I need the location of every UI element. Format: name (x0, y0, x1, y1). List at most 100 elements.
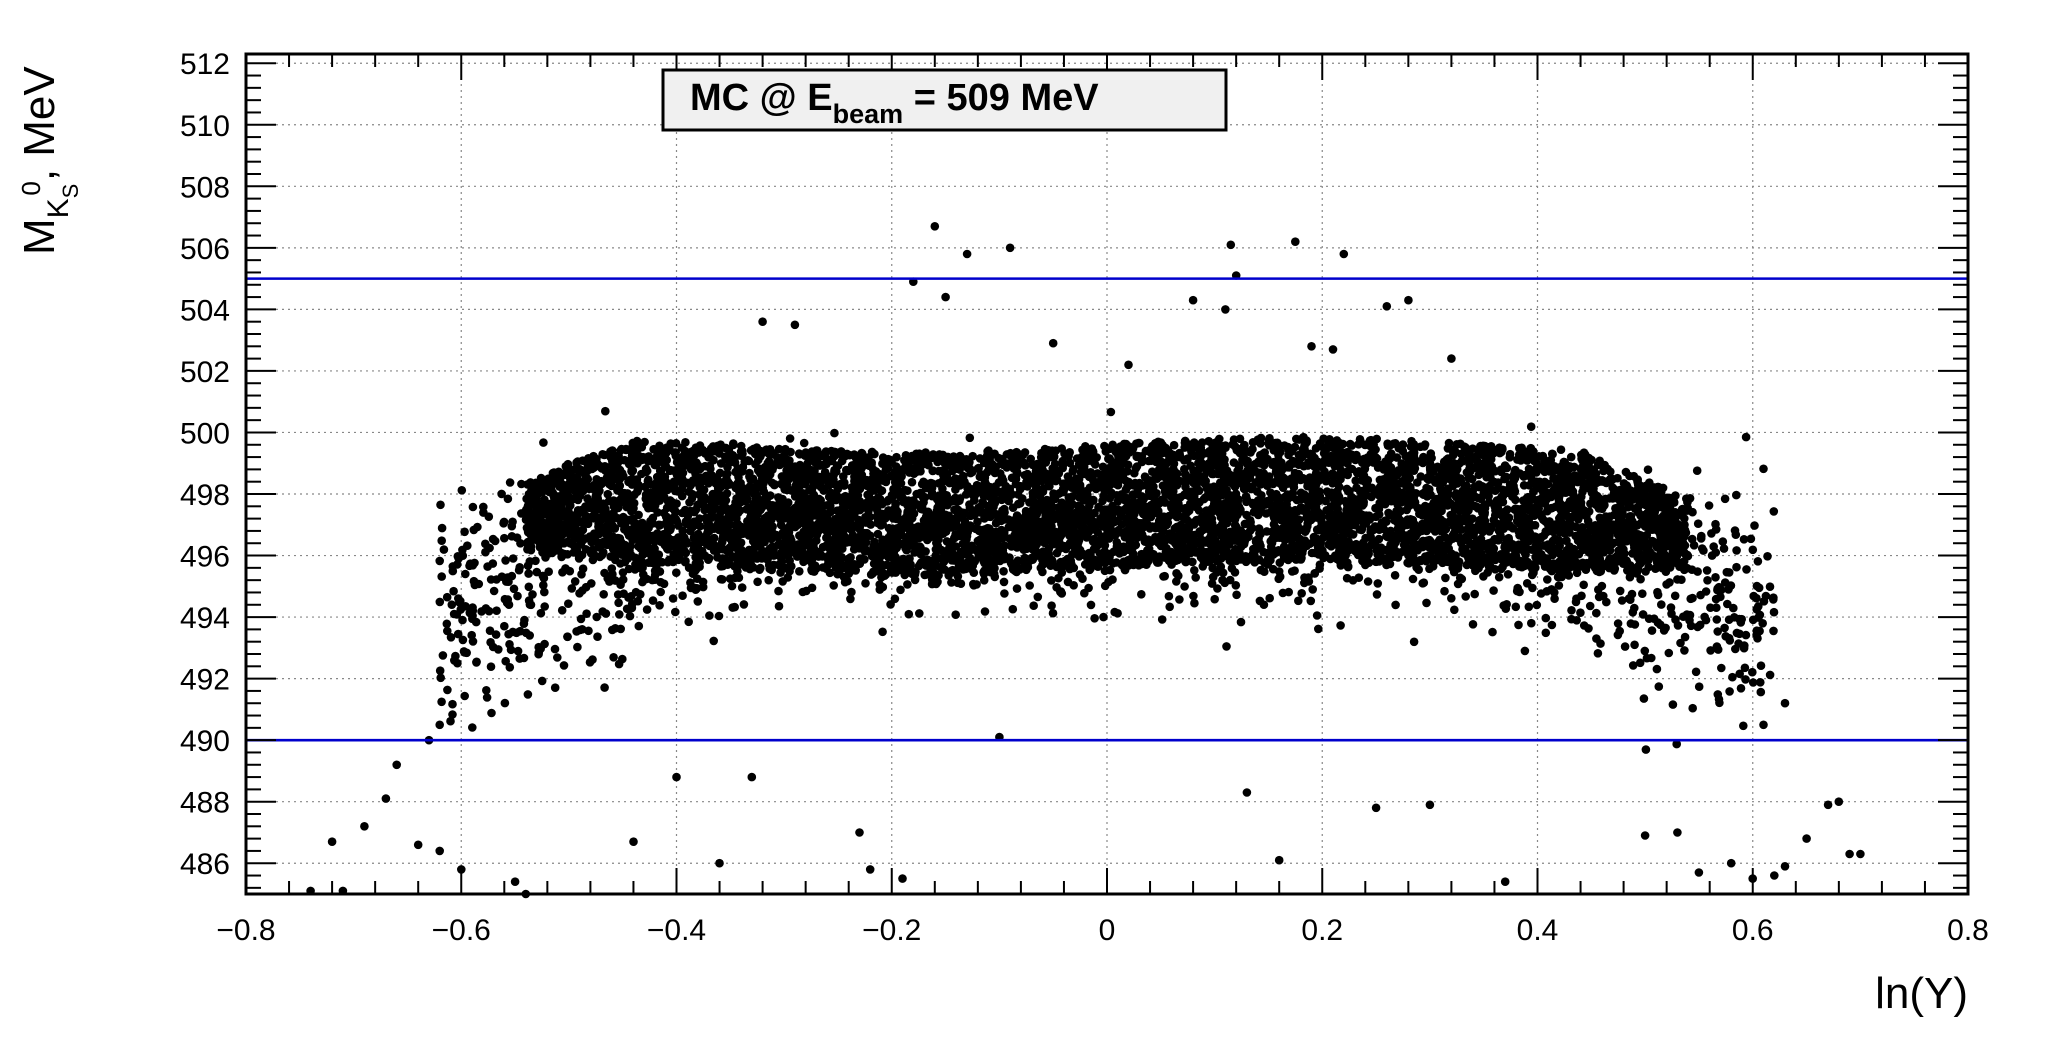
data-point (1391, 439, 1400, 448)
data-point (1416, 442, 1425, 452)
data-point (566, 501, 575, 510)
data-point (1333, 451, 1342, 460)
data-point (1330, 443, 1339, 452)
data-point (1150, 439, 1160, 448)
data-point (542, 520, 552, 529)
data-point (598, 450, 607, 459)
data-point (1350, 500, 1359, 509)
data-point (1467, 474, 1477, 484)
data-point (643, 452, 652, 462)
data-point (1012, 543, 1022, 552)
data-point (1202, 484, 1212, 493)
data-point (666, 465, 676, 475)
data-point (633, 444, 643, 453)
data-point (1183, 454, 1192, 463)
data-point (1141, 473, 1150, 482)
data-point (811, 458, 820, 468)
data-point (1576, 474, 1586, 484)
data-point (631, 451, 640, 460)
data-point (1549, 473, 1558, 483)
data-point (1113, 473, 1122, 482)
data-point (1087, 444, 1097, 453)
data-point (995, 469, 1005, 478)
data-point (1284, 445, 1293, 454)
data-point (1231, 544, 1240, 554)
data-point (735, 487, 744, 497)
data-point (744, 456, 754, 466)
data-point (1604, 556, 1614, 566)
data-point (1448, 450, 1458, 460)
data-point (1128, 490, 1138, 499)
data-point (1490, 477, 1499, 487)
data-point (710, 446, 720, 456)
data-point (659, 447, 669, 457)
data-point (1043, 445, 1053, 455)
data-point (1385, 510, 1394, 520)
data-point (1658, 483, 1668, 493)
data-point (1321, 476, 1331, 486)
data-point (1548, 449, 1557, 459)
data-point (1129, 560, 1138, 570)
data-point (957, 513, 967, 522)
data-point (1307, 450, 1317, 460)
data-point (1510, 505, 1519, 514)
data-point (569, 494, 579, 504)
data-point (670, 448, 679, 457)
data-point (1443, 444, 1453, 453)
data-point (1569, 471, 1579, 481)
data-point (1547, 492, 1556, 502)
data-point (942, 537, 952, 546)
data-point (1592, 566, 1602, 576)
data-point (1624, 495, 1633, 504)
data-point (1038, 555, 1047, 564)
data-point (1254, 534, 1263, 543)
data-point (821, 470, 831, 480)
data-point (1473, 456, 1482, 466)
data-point (1646, 512, 1656, 522)
data-point (1292, 495, 1302, 505)
data-point (1343, 470, 1352, 480)
data-point (1081, 442, 1090, 451)
data-point (1419, 452, 1428, 462)
data-point (951, 542, 961, 551)
data-point (695, 441, 705, 450)
data-point (1282, 463, 1292, 472)
data-point (850, 476, 859, 486)
data-point (1577, 463, 1587, 472)
data-point (1235, 434, 1245, 444)
data-point (622, 515, 631, 524)
data-point (583, 519, 593, 529)
data-point (1013, 462, 1022, 471)
data-point (1345, 439, 1355, 449)
data-point (656, 466, 666, 475)
data-point (1085, 483, 1095, 493)
data-point (899, 554, 908, 564)
data-point (1669, 498, 1679, 507)
data-point (663, 485, 672, 495)
data-point (1590, 522, 1599, 532)
data-point (857, 481, 866, 490)
data-point (640, 482, 650, 492)
data-point (890, 568, 899, 577)
data-point (766, 491, 775, 500)
data-point (1015, 484, 1025, 494)
data-point (1233, 475, 1243, 485)
data-point (1452, 440, 1462, 449)
data-point (1442, 488, 1451, 497)
data-point (1180, 464, 1189, 474)
data-point (1505, 449, 1515, 459)
data-point (1627, 529, 1636, 539)
data-point (991, 518, 1001, 528)
data-point (691, 462, 701, 471)
data-point (1036, 453, 1046, 462)
data-point (644, 475, 653, 485)
data-point (1641, 522, 1650, 531)
data-point (1268, 460, 1277, 470)
data-point (1303, 461, 1313, 470)
data-point (1259, 461, 1269, 470)
data-point (604, 496, 614, 506)
data-point (632, 436, 642, 446)
data-point (1048, 464, 1057, 473)
data-point (1026, 454, 1035, 464)
data-point (670, 542, 680, 552)
